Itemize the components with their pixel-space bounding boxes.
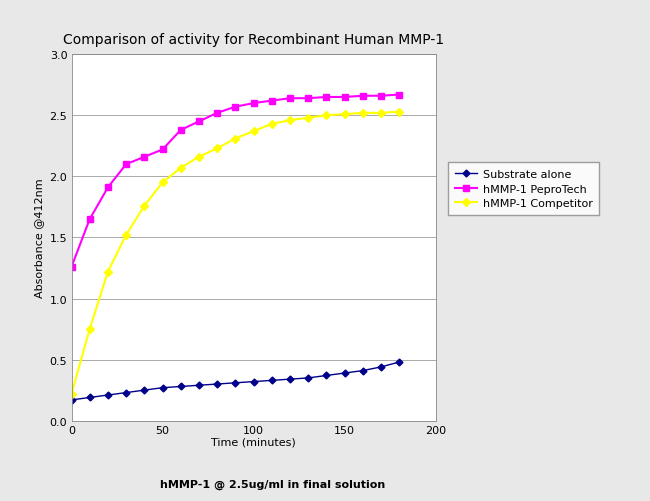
Substrate alone [341,370,348,376]
hMMP-1 PeproTech [377,94,385,100]
hMMP-1 PeproTech [268,98,276,104]
Text: hMMP-1 @ 2.5ug/ml in final solution: hMMP-1 @ 2.5ug/ml in final solution [161,478,385,488]
Substrate alone [86,395,94,401]
hMMP-1 Competitor [231,136,239,142]
hMMP-1 Competitor [268,122,276,128]
Substrate alone [159,385,166,391]
hMMP-1 Competitor [140,203,148,209]
Substrate alone [104,392,112,398]
hMMP-1 PeproTech [359,94,367,100]
hMMP-1 Competitor [359,111,367,117]
Substrate alone [177,384,185,390]
Substrate alone [322,373,330,379]
Substrate alone [286,376,294,382]
hMMP-1 PeproTech [286,96,294,102]
hMMP-1 PeproTech [322,95,330,101]
Line: hMMP-1 PeproTech: hMMP-1 PeproTech [68,92,402,271]
hMMP-1 Competitor [286,118,294,124]
Substrate alone [268,378,276,384]
hMMP-1 PeproTech [250,101,257,107]
hMMP-1 PeproTech [140,154,148,160]
Substrate alone [395,359,403,365]
hMMP-1 PeproTech [231,105,239,111]
hMMP-1 PeproTech [195,119,203,125]
hMMP-1 Competitor [304,116,312,122]
Substrate alone [213,381,221,387]
Substrate alone [140,387,148,393]
hMMP-1 Competitor [341,112,348,118]
hMMP-1 Competitor [395,109,403,115]
hMMP-1 Competitor [213,146,221,152]
hMMP-1 PeproTech [122,162,130,168]
Y-axis label: Absorbance @412nm: Absorbance @412nm [34,178,44,298]
Substrate alone [377,364,385,370]
hMMP-1 PeproTech [304,96,312,102]
hMMP-1 PeproTech [159,147,166,153]
Substrate alone [250,379,257,385]
Title: Comparison of activity for Recombinant Human MMP-1: Comparison of activity for Recombinant H… [63,33,444,47]
hMMP-1 PeproTech [213,111,221,117]
Substrate alone [68,397,75,403]
Line: hMMP-1 Competitor: hMMP-1 Competitor [69,110,402,397]
hMMP-1 Competitor [104,269,112,275]
hMMP-1 PeproTech [68,264,75,270]
hMMP-1 Competitor [195,154,203,160]
hMMP-1 Competitor [250,129,257,135]
hMMP-1 PeproTech [341,95,348,101]
Legend: Substrate alone, hMMP-1 PeproTech, hMMP-1 Competitor: Substrate alone, hMMP-1 PeproTech, hMMP-… [448,163,599,215]
hMMP-1 Competitor [122,232,130,238]
hMMP-1 PeproTech [177,128,185,134]
hMMP-1 Competitor [159,180,166,186]
hMMP-1 PeproTech [395,92,403,98]
hMMP-1 Competitor [86,327,94,333]
hMMP-1 PeproTech [86,216,94,222]
Substrate alone [195,382,203,388]
X-axis label: Time (minutes): Time (minutes) [211,436,296,446]
Substrate alone [231,380,239,386]
Substrate alone [359,368,367,374]
hMMP-1 Competitor [322,113,330,119]
Substrate alone [122,390,130,396]
Line: Substrate alone: Substrate alone [69,360,402,402]
hMMP-1 Competitor [177,165,185,171]
Substrate alone [304,375,312,381]
hMMP-1 Competitor [377,111,385,117]
hMMP-1 Competitor [68,391,75,397]
hMMP-1 PeproTech [104,185,112,191]
